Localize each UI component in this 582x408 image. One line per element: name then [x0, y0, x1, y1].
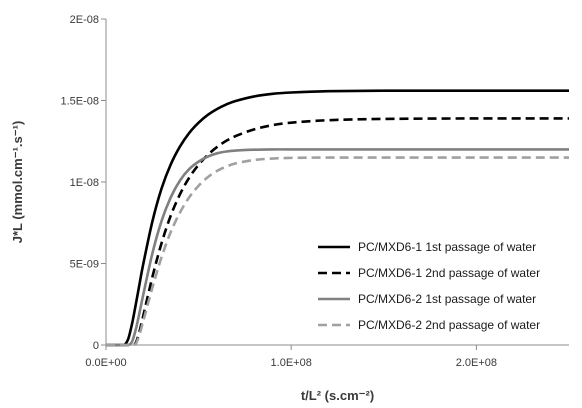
x-tick-label: 0.0E+00	[85, 357, 126, 369]
y-tick-label: 5E-09	[70, 259, 99, 271]
series-line-1	[105, 89, 569, 347]
x-tick-label: 1.0E+08	[271, 357, 312, 369]
y-tick-label: 1E-08	[70, 177, 99, 189]
y-tick-label: 2E-08	[70, 14, 99, 26]
y-axis-title: J*L (mmol.cm⁻¹.s⁻¹)	[10, 121, 25, 244]
x-axis-title: t/L² (s.cm⁻²)	[301, 388, 374, 403]
legend: PC/MXD6-1 1st passage of water PC/MXD6-1 …	[318, 240, 540, 332]
y-tick-label: 1.5E-08	[60, 96, 99, 108]
series-line-4	[105, 156, 569, 347]
y-tick-label: 0	[93, 340, 99, 352]
legend-label-3: PC/MXD6-2 1st passage of water	[358, 292, 536, 306]
axes: 0 5E-09 1E-08 1.5E-08 2E-08 0.0E+00 1.0E+08 2.0…	[10, 14, 569, 403]
legend-label-4: PC/MXD6-2 2nd passage of water	[358, 318, 540, 332]
series-group	[105, 89, 570, 347]
x-tick-label: 2.0E+08	[456, 357, 497, 369]
legend-label-2: PC/MXD6-1 2nd passage of water	[358, 266, 540, 280]
legend-label-1: PC/MXD6-1 1st passage of water	[358, 240, 536, 254]
